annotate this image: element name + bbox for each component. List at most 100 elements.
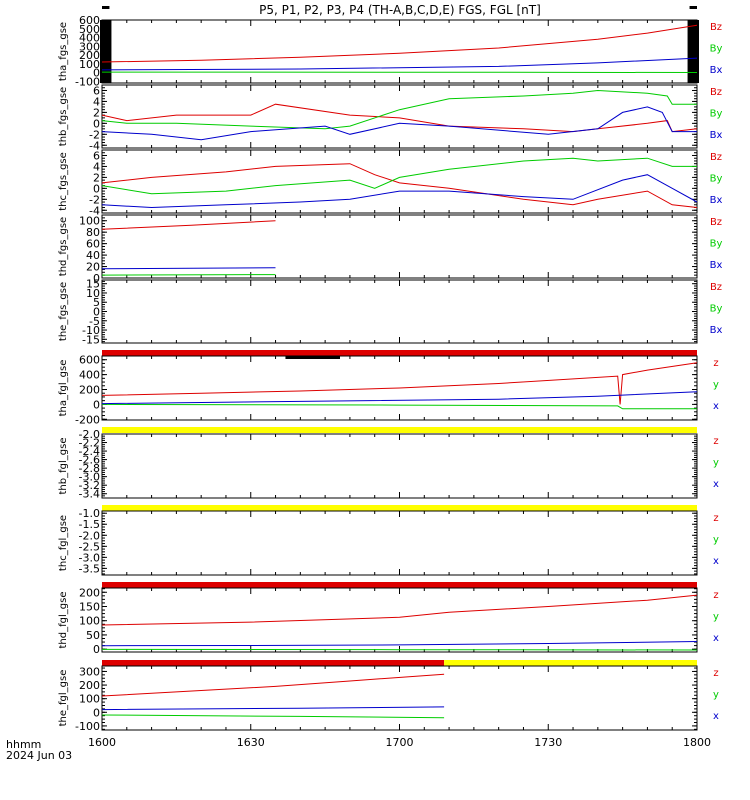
x-tick-label: 1630	[237, 736, 265, 749]
y-tick-label: 2	[93, 106, 100, 119]
y-axis-label: the_fgl_gse	[58, 670, 69, 727]
series-line-x	[101, 706, 445, 711]
legend-Bz: Bz	[710, 22, 722, 33]
y-tick-label: -1.5	[79, 518, 100, 531]
x-tick-label: 1800	[683, 736, 711, 749]
y-tick-label: 0	[93, 398, 100, 411]
y-tick-label: -5	[89, 315, 100, 328]
y-tick-label: 400	[79, 32, 100, 45]
legend-By: By	[710, 304, 723, 315]
y-axis-label: thd_fgs_gse	[58, 217, 69, 276]
legend-x: x	[713, 633, 719, 644]
y-tick-label: 200	[79, 586, 100, 599]
y-tick-label: 100	[79, 58, 100, 71]
legend-Bx: Bx	[710, 195, 723, 206]
legend-y: y	[713, 380, 719, 391]
y-tick-label: -2.2	[79, 437, 100, 450]
legend-z: z	[713, 590, 718, 601]
status-bar-segment-1	[444, 660, 697, 666]
y-tick-label: 6	[93, 84, 100, 97]
y-tick-label: -2.4	[79, 445, 100, 458]
legend-z: z	[713, 668, 718, 679]
legend-y: y	[713, 535, 719, 546]
legend-z: z	[713, 513, 718, 524]
legend-x: x	[713, 711, 719, 722]
y-tick-label: -3.4	[79, 488, 100, 501]
y-tick-label: 100	[79, 615, 100, 628]
y-tick-label: -10	[82, 324, 100, 337]
y-tick-label: -2.6	[79, 454, 100, 467]
y-tick-label: -2.5	[79, 540, 100, 553]
legend-y: y	[713, 690, 719, 701]
y-tick-label: -3.0	[79, 551, 100, 564]
series-line-Bz	[101, 103, 698, 133]
series-line-Bx	[101, 267, 276, 270]
legend-Bz: Bz	[710, 87, 722, 98]
legend-Bz: Bz	[710, 217, 722, 228]
y-tick-label: 20	[86, 261, 100, 274]
status-bar-segment-0	[102, 582, 697, 588]
y-tick-label: 40	[86, 249, 100, 262]
y-tick-label: 60	[86, 238, 100, 251]
y-tick-label: -2	[89, 128, 100, 141]
series-line-Bz	[101, 220, 276, 230]
y-tick-label: 0	[93, 67, 100, 80]
legend-By: By	[710, 174, 723, 185]
series-line-By	[101, 89, 697, 130]
status-bar-segment-1	[285, 356, 340, 359]
series-line-x	[101, 391, 698, 405]
legend-Bz: Bz	[710, 282, 722, 293]
y-tick-label: -3.5	[79, 562, 100, 575]
y-tick-label: 0	[93, 272, 100, 285]
y-tick-label: 200	[79, 49, 100, 62]
edge-block-1	[687, 20, 699, 83]
y-tick-label: 5	[93, 296, 100, 309]
y-tick-label: 300	[79, 40, 100, 53]
legend-z: z	[713, 436, 718, 447]
legend-Bx: Bx	[710, 325, 723, 336]
series-line-By	[101, 274, 276, 276]
footer-date: 2024 Jun 03	[6, 749, 72, 762]
status-bar-segment-0	[102, 6, 110, 9]
y-tick-label: 150	[79, 600, 100, 613]
y-tick-label: -100	[75, 720, 100, 733]
y-axis-label: tha_fgs_gse	[58, 22, 69, 81]
plot-frame	[101, 510, 698, 576]
series-line-Bz	[101, 24, 698, 63]
y-tick-label: -3.0	[79, 471, 100, 484]
legend-Bx: Bx	[710, 260, 723, 271]
y-tick-label: 6	[93, 149, 100, 162]
series-line-y	[101, 714, 445, 719]
y-tick-label: -2.0	[79, 428, 100, 441]
y-tick-label: -3.2	[79, 479, 100, 492]
series-line-z	[101, 362, 698, 405]
legend-x: x	[713, 401, 719, 412]
y-tick-label: 600	[79, 14, 100, 27]
legend-Bx: Bx	[710, 65, 723, 76]
status-bar-segment-0	[102, 427, 697, 433]
y-tick-label: -2	[89, 193, 100, 206]
plot-frame	[101, 665, 698, 731]
series-line-z	[101, 594, 698, 626]
y-tick-label: 100	[79, 215, 100, 228]
y-tick-label: -200	[75, 413, 100, 426]
y-tick-label: 0	[93, 306, 100, 319]
plot-frame	[101, 433, 698, 499]
legend-Bz: Bz	[710, 152, 722, 163]
plot-frame	[101, 19, 698, 84]
legend-y: y	[713, 612, 719, 623]
legend-z: z	[713, 358, 718, 369]
y-tick-label: 0	[93, 182, 100, 195]
y-tick-label: 0	[93, 643, 100, 656]
x-tick-label: 1600	[88, 736, 116, 749]
y-tick-label: 10	[86, 287, 100, 300]
y-axis-label: tha_fgl_gse	[58, 360, 69, 417]
y-axis-label: thb_fgs_gse	[58, 87, 69, 146]
